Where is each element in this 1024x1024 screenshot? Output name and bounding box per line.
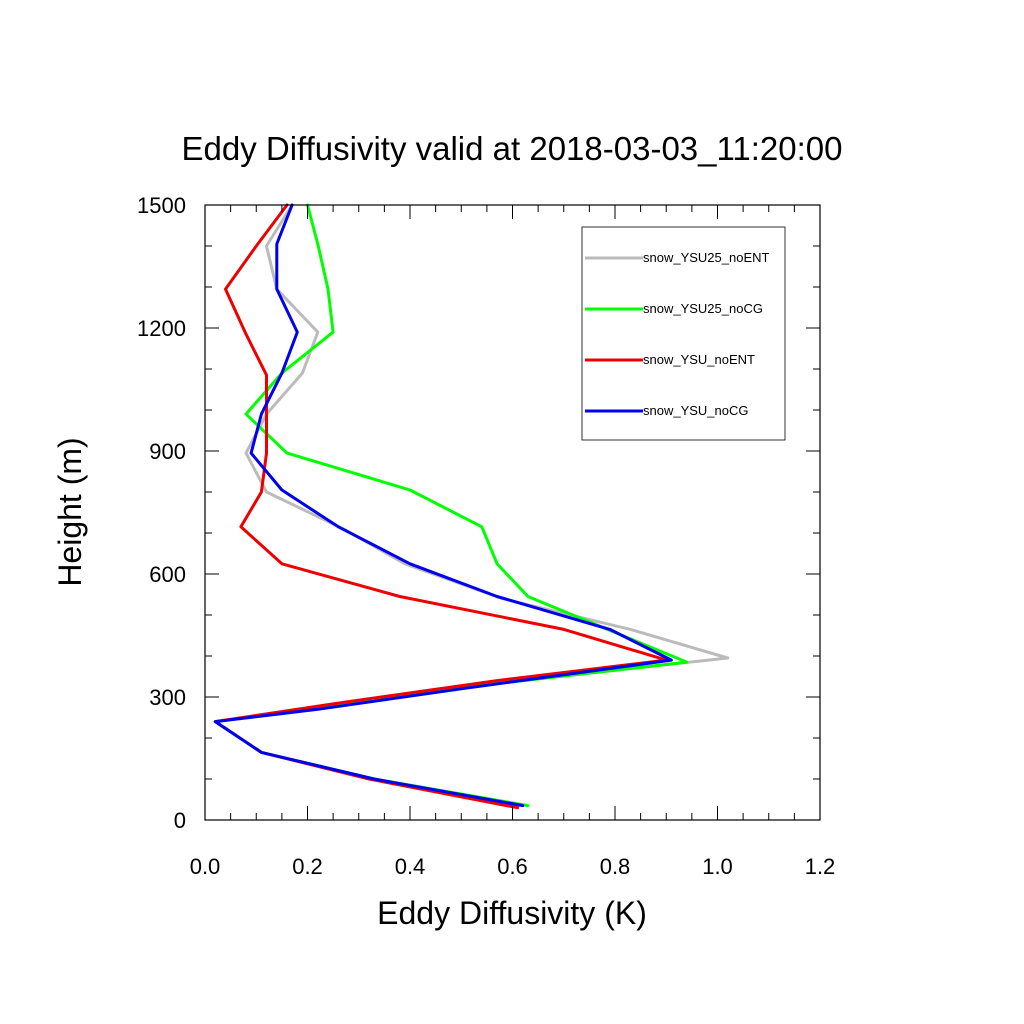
x-tick-label: 0.2: [292, 854, 323, 879]
x-tick-labels: 0.0 0.2 0.4 0.6 0.8 1.0 1.2: [190, 854, 836, 879]
plot-lines: [213, 203, 730, 810]
x-axis-label: Eddy Diffusivity (K): [377, 895, 647, 931]
x-tick-label: 0.4: [395, 854, 426, 879]
legend-label-0: snow_YSU25_noENT: [643, 250, 770, 265]
legend-box: [581, 226, 786, 441]
legend-label-2: snow_YSU_noENT: [643, 352, 755, 367]
y-tick-label: 0: [174, 808, 186, 833]
chart-title: Eddy Diffusivity valid at 2018-03-03_11:…: [181, 130, 842, 167]
y-tick-label: 600: [149, 562, 186, 587]
x-tick-label: 0.8: [600, 854, 631, 879]
legend: snow_YSU25_noENT snow_YSU25_noCG snow_YSU_…: [581, 226, 786, 441]
x-tick-label: 1.2: [805, 854, 836, 879]
y-axis-label: Height (m): [52, 437, 88, 586]
series-line-3: [213, 203, 673, 808]
x-tick-label: 0.6: [497, 854, 528, 879]
legend-label-3: snow_YSU_noCG: [643, 403, 749, 418]
plot-frame: [204, 204, 821, 821]
y-tick-labels: 0 300 600 900 1200 1500: [137, 193, 186, 833]
x-tick-label: 1.0: [702, 854, 733, 879]
y-tick-label: 900: [149, 439, 186, 464]
y-tick-label: 1500: [137, 193, 186, 218]
y-tick-label: 300: [149, 685, 186, 710]
x-tick-label: 0.0: [190, 854, 221, 879]
y-tick-label: 1200: [137, 316, 186, 341]
legend-label-1: snow_YSU25_noCG: [643, 301, 763, 316]
legend-items: snow_YSU25_noENT snow_YSU25_noCG snow_YSU_…: [585, 250, 770, 418]
